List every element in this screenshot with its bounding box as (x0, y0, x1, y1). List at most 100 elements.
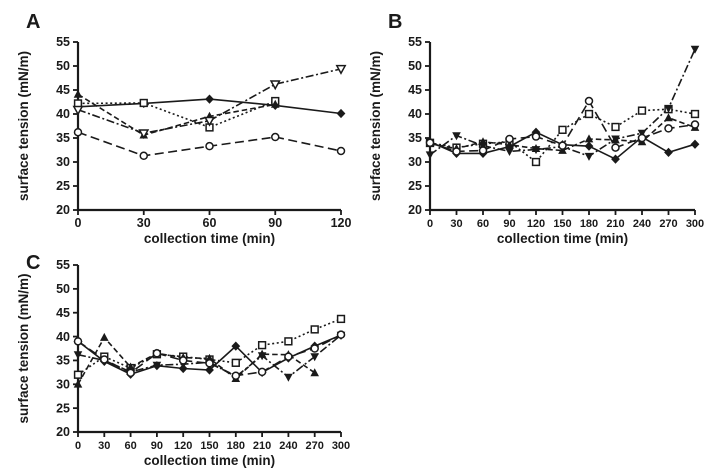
y-tick-label: 30 (56, 377, 70, 391)
x-tick-label: 210 (606, 218, 624, 230)
x-tick-label: 30 (137, 216, 151, 230)
circle-marker (664, 124, 673, 133)
square-marker (558, 125, 567, 134)
x-tick-label: 180 (227, 440, 245, 452)
circle-marker (284, 352, 293, 361)
x-tick-label: 90 (268, 216, 282, 230)
y-tick-label: 55 (408, 35, 422, 49)
panel-b-letter: B (388, 11, 403, 33)
y-tick-label: 35 (56, 131, 70, 145)
circle-marker (558, 141, 567, 150)
circle-marker (152, 349, 162, 358)
diamond-marker (664, 147, 673, 157)
triangle-down-marker (531, 146, 541, 155)
x-tick-label: 30 (98, 440, 110, 452)
x-tick-label: 210 (253, 440, 271, 452)
axes (76, 265, 341, 434)
square-marker (531, 157, 541, 167)
x-axis-title: collection time (min) (144, 453, 275, 468)
triangle-down-marker (584, 152, 594, 161)
circle-marker (139, 151, 148, 161)
diamond-marker (611, 154, 620, 164)
x-tick-label: 150 (200, 440, 218, 452)
triangle-up-marker (505, 140, 514, 149)
y-tick-label: 25 (56, 401, 70, 415)
square-marker (284, 337, 293, 346)
series-line-series-3 (77, 93, 276, 136)
x-tick-label: 0 (427, 218, 433, 230)
triangle-down-marker (257, 352, 267, 361)
triangle-down-marker (152, 361, 162, 370)
x-tick-label: 0 (75, 216, 82, 230)
triangle-down-marker (452, 132, 461, 141)
circle-marker (452, 147, 461, 156)
circle-marker (637, 133, 647, 143)
triangle-down-marker (72, 105, 84, 116)
x-tick-label: 90 (503, 218, 515, 230)
series-line-series-4 (77, 68, 342, 135)
y-tick-label: 30 (56, 155, 70, 169)
triangle-down-marker (335, 64, 347, 75)
circle-marker (178, 356, 188, 365)
x-tick-label: 270 (659, 218, 677, 230)
square-marker (73, 370, 83, 379)
y-tick-label: 30 (408, 155, 422, 169)
y-axis-title: surface tension (mN/m) (368, 51, 383, 201)
triangle-down-marker (611, 135, 620, 144)
triangle-down-marker (73, 351, 83, 360)
y-tick-label: 40 (56, 330, 70, 344)
y-axis-title: surface tension (mN/m) (16, 273, 31, 423)
diamond-marker (336, 108, 346, 119)
square-marker (139, 98, 148, 108)
x-tick-label: 0 (75, 440, 81, 452)
x-tick-label: 90 (151, 440, 163, 452)
triangle-down-marker (310, 353, 319, 362)
square-marker (310, 325, 319, 334)
circle-marker (336, 146, 346, 156)
y-tick-label: 35 (56, 354, 70, 368)
square-marker (584, 109, 594, 119)
triangle-up-marker (310, 368, 319, 377)
y-tick-label: 45 (408, 83, 422, 97)
circle-marker (271, 132, 280, 142)
triangle-down-marker (138, 129, 150, 140)
circle-marker (505, 134, 514, 144)
triangle-up-marker (73, 379, 83, 388)
x-axis-title: collection time (min) (144, 231, 275, 246)
triangle-up-marker (584, 134, 594, 143)
circle-marker (584, 96, 594, 106)
triangle-down-marker (204, 116, 215, 127)
y-tick-label: 45 (56, 306, 70, 320)
square-marker (336, 314, 346, 324)
circle-marker (73, 337, 83, 346)
x-tick-label: 300 (686, 218, 704, 230)
series-line-series-5 (77, 333, 342, 377)
triangle-down-marker (425, 151, 435, 160)
y-tick-label: 40 (56, 107, 70, 121)
diamond-marker (690, 139, 700, 149)
circle-marker (611, 143, 620, 152)
circle-marker (73, 127, 83, 137)
y-tick-label: 35 (408, 131, 422, 145)
panel-a-chart: 20 25 30 35 40 45 50 55 0 30 60 90 120 collection tim… (16, 35, 351, 246)
square-marker (231, 358, 240, 367)
x-tick-label: 180 (580, 218, 598, 230)
x-tick-label: 60 (203, 216, 217, 230)
series-line-series-3 (77, 336, 316, 385)
diamond-marker (205, 94, 214, 104)
circle-marker (478, 146, 488, 155)
y-tick-label: 20 (56, 203, 70, 217)
square-marker (690, 109, 700, 119)
panel-b-chart: 20 25 30 35 40 45 50 55 0 30 60 90 120 150 180 210 240 27… (368, 35, 704, 246)
circle-marker (126, 368, 135, 378)
y-tick-label: 40 (408, 107, 422, 121)
circle-marker (336, 330, 346, 339)
panel-a-letter: A (26, 11, 41, 33)
circle-marker (205, 359, 214, 368)
x-tick-label: 60 (477, 218, 489, 230)
x-tick-label: 60 (124, 440, 136, 452)
circle-marker (310, 344, 319, 353)
diamond-marker (531, 127, 541, 137)
triangle-up-marker (270, 99, 280, 108)
x-tick-label: 240 (633, 218, 651, 230)
